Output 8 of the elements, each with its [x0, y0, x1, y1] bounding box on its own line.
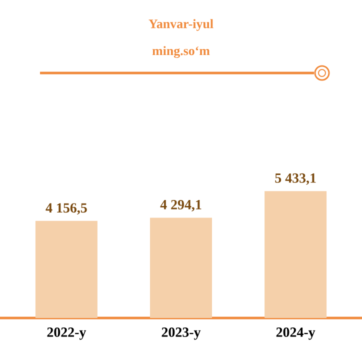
x-tick-label: 2023-y [162, 328, 201, 340]
data-label: 4 294,1 [160, 200, 202, 212]
data-label: 4 156,5 [46, 203, 87, 215]
x-tick-label: 2022-y [47, 328, 86, 340]
chart-title: Yanvar-iyul [148, 19, 214, 31]
x-tick-label: 2024-y [276, 328, 316, 340]
data-label: 5 433,1 [275, 173, 316, 185]
chart-subtitle: ming.so‘m [152, 46, 210, 58]
